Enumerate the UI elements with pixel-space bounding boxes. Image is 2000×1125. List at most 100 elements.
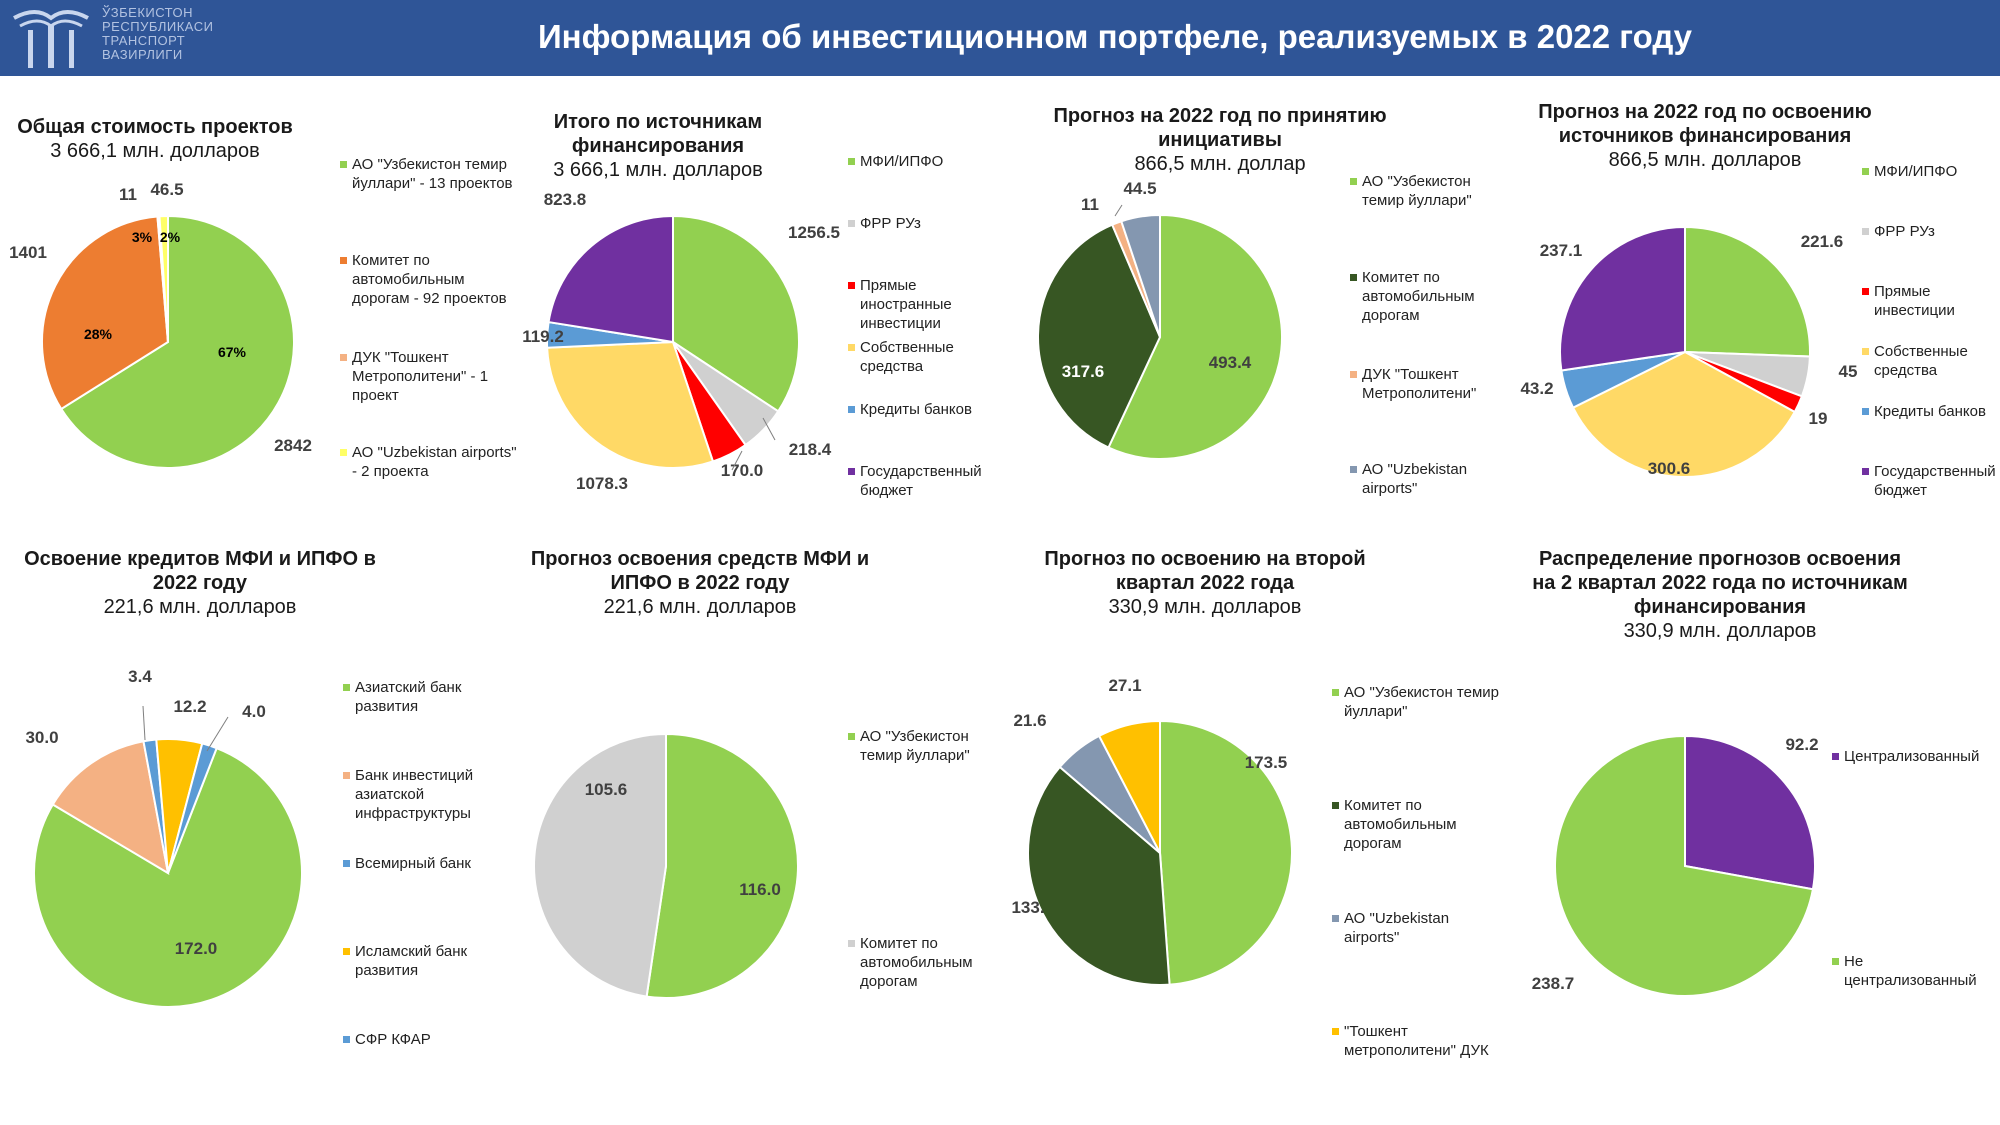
data-label: 317.6 xyxy=(1062,362,1105,381)
data-label: 1078.3 xyxy=(576,474,628,493)
data-label: 173.5 xyxy=(1245,753,1288,772)
pie-slice xyxy=(547,214,674,344)
legend-label: АО "Узбекистон темир йуллари" xyxy=(1344,684,1500,720)
pie-slice xyxy=(1684,225,1811,358)
legend-label: МФИ/ИПФО xyxy=(1874,163,1958,180)
data-label: 2842 xyxy=(274,436,312,455)
legend-label: СФР КФАР xyxy=(355,1031,431,1048)
legend-swatch xyxy=(848,733,855,740)
legend-label: Комитет по автомобильным дорогам - 92 пр… xyxy=(352,252,507,307)
data-label: 119.2 xyxy=(522,327,564,346)
pie-c3: 493.4 317.6 11 44.5 xyxy=(1037,179,1283,460)
chart-subtitle: 866,5 млн. долларов xyxy=(1608,149,1802,171)
legend-label: Исламский банк развития xyxy=(355,943,468,979)
data-label: 19 xyxy=(1809,409,1828,428)
data-label: 92.2 xyxy=(1785,735,1818,754)
logo-emblem-icon xyxy=(13,10,89,68)
percent-label: 28% xyxy=(84,326,113,342)
pie-c5: 172.0 30.0 3.4 12.2 4.0 xyxy=(25,667,303,1008)
legend-swatch xyxy=(340,257,347,264)
legend-label: Государственный бюджет xyxy=(1874,463,1996,499)
chart-subtitle: 330,9 млн. долларов xyxy=(1623,620,1817,642)
pie-slice xyxy=(1107,213,1283,460)
data-label: 170.0 xyxy=(721,461,764,480)
legend-label: "Тошкент метрополитени" ДУК xyxy=(1344,1023,1489,1059)
pie-slice xyxy=(645,732,799,999)
data-label: 172.0 xyxy=(175,939,218,958)
chart-title-c2: Итого по источникам финансирования 3 666… xyxy=(528,110,788,182)
data-label: 44.5 xyxy=(1123,179,1156,198)
legend-swatch xyxy=(343,1036,350,1043)
leader-line xyxy=(762,417,776,441)
chart-title-c4: Прогноз на 2022 год по освоению источник… xyxy=(1515,100,1895,172)
leader-line xyxy=(731,450,743,471)
legend-label: Не централизованный xyxy=(1844,953,1977,989)
legend-label: АО "Uzbekistan airports" xyxy=(1362,461,1468,497)
legend-label: АО "Узбекистон темир йуллари" - 13 проек… xyxy=(352,156,513,192)
logo-text: ЎЗБЕКИСТОН РЕСПУБЛИКАСИ ТРАНСПОРТ ВАЗИРЛ… xyxy=(102,5,214,62)
legend-swatch xyxy=(1332,915,1339,922)
chart-title-c8: Распределение прогнозов освоения на 2 кв… xyxy=(1530,547,1910,643)
data-label: 4.0 xyxy=(242,702,266,721)
leader-line xyxy=(1114,204,1123,217)
pie-slice xyxy=(1571,350,1797,478)
legend-label: ДУК "Тошкент Метрополитени" - 1 проект xyxy=(352,349,489,404)
pie-slice xyxy=(1554,734,1815,997)
legend-swatch xyxy=(1350,178,1357,185)
data-label: 105.6 xyxy=(585,780,628,799)
pie-slice xyxy=(1120,213,1161,338)
pie-c4: 221.6 45 19 300.6 43.2 237.1 xyxy=(1520,225,1858,478)
pie-c6: 116.0 105.6 xyxy=(532,732,799,999)
pie-slice xyxy=(59,214,295,469)
legend-swatch xyxy=(1862,348,1869,355)
legend-label: Собственные средства xyxy=(1874,343,1968,379)
data-label: 238.7 xyxy=(1532,974,1575,993)
pie-slice xyxy=(167,742,218,874)
data-label: 133. xyxy=(1011,898,1044,917)
legend-label: Комитет по автомобильным дорогам xyxy=(1344,797,1457,852)
legend-swatch xyxy=(1862,468,1869,475)
legend-swatch xyxy=(1332,1028,1339,1035)
data-label: 30.0 xyxy=(25,728,58,747)
pie-slice xyxy=(51,740,170,875)
legend-swatch xyxy=(340,449,347,456)
legend-label: Прямые инвестиции xyxy=(1874,283,1955,319)
legend-swatch xyxy=(1832,958,1839,965)
legend-label: Кредиты банков xyxy=(860,401,972,418)
chart-subtitle: 866,5 млн. доллар xyxy=(1134,153,1306,175)
data-label: 21.6 xyxy=(1013,711,1046,730)
chart-subtitle: 221,6 млн. долларов xyxy=(603,596,797,618)
data-label: 1256.5 xyxy=(788,223,840,242)
legend-label: Банк инвестиций азиатской инфраструктуры xyxy=(355,767,474,822)
data-label: 1401 xyxy=(9,243,47,262)
chart-title-text: Освоение кредитов МФИ и ИПФО в 2022 году xyxy=(24,548,376,594)
data-label: 3.4 xyxy=(128,667,152,686)
legend-swatch xyxy=(1332,689,1339,696)
pie-c2: 1256.5 218.4 170.0 1078.3 119.2 823.8 xyxy=(522,190,840,493)
pie-slice xyxy=(1027,765,1171,986)
pie-slice xyxy=(1159,719,1293,986)
data-label: 45 xyxy=(1839,362,1858,381)
chart-title-text: Общая стоимость проектов xyxy=(17,116,293,138)
chart-title-c6: Прогноз освоения средств МФИ и ИПФО в 20… xyxy=(510,547,890,619)
legend-label: ФРР РУз xyxy=(1874,223,1935,240)
header-bar: ЎЗБЕКИСТОН РЕСПУБЛИКАСИ ТРАНСПОРТ ВАЗИРЛ… xyxy=(0,0,2000,76)
legend-swatch xyxy=(1832,753,1839,760)
data-label: 46.5 xyxy=(150,180,183,199)
chart-subtitle: 3 666,1 млн. долларов xyxy=(50,140,260,162)
legend-swatch xyxy=(340,354,347,361)
legend-swatch xyxy=(1862,168,1869,175)
data-label: 221.6 xyxy=(1801,232,1844,251)
pie-slice xyxy=(158,214,169,343)
chart-title-text: Распределение прогнозов освоения на 2 кв… xyxy=(1532,548,1908,618)
legend-swatch xyxy=(343,860,350,867)
legend-swatch xyxy=(848,468,855,475)
legend-label: АО "Uzbekistan airports" xyxy=(1344,910,1450,946)
data-label: 116.0 xyxy=(739,880,781,899)
legend-label: Комитет по автомобильным дорогам xyxy=(860,935,973,990)
legend-swatch xyxy=(1862,408,1869,415)
ministry-logo: ЎЗБЕКИСТОН РЕСПУБЛИКАСИ ТРАНСПОРТ ВАЗИРЛ… xyxy=(6,4,216,72)
chart-title-text: Прогноз на 2022 год по освоению источник… xyxy=(1538,101,1872,147)
pie-slice xyxy=(1097,719,1161,854)
legend-label: АО "Узбекистон темир йуллари" xyxy=(860,728,970,764)
